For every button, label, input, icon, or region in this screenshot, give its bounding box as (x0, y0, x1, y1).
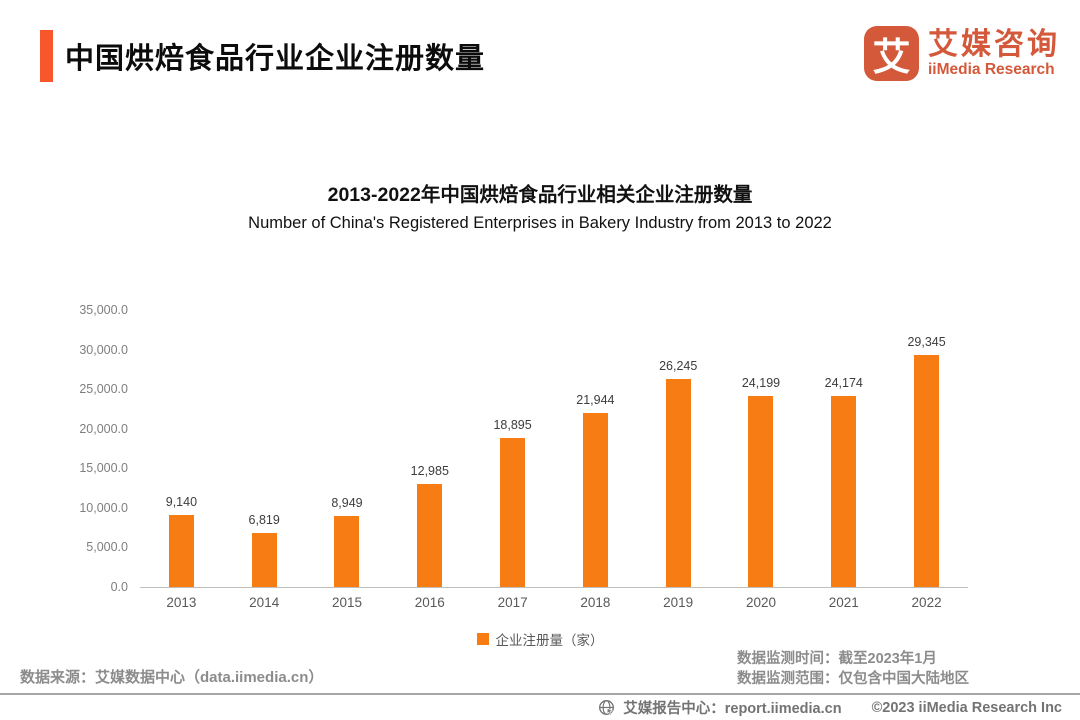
x-axis-label: 2021 (828, 595, 859, 610)
x-axis-label: 2018 (580, 595, 611, 610)
page-title: 中国烘焙食品行业企业注册数量 (65, 43, 486, 75)
iimedia-logo: 艾 艾媒咨询 iiMedia Research (864, 26, 1060, 81)
bar-value-label: 24,199 (741, 375, 781, 390)
legend-swatch (476, 633, 489, 645)
header: 中国烘焙食品行业企业注册数量 艾 艾媒咨询 iiMedia Research (40, 26, 1060, 86)
plot-area: 9,140 6,819 8,949 12,985 18,895 21,944 26,245 2… (140, 310, 968, 588)
logo-name-cn: 艾媒咨询 (928, 28, 1060, 62)
bar-column-2015: 8,949 (306, 496, 389, 587)
bar-value-label: 18,895 (493, 417, 532, 432)
bar-column-2019: 26,245 (637, 359, 720, 587)
y-tick-label: 20,000.0 (79, 421, 128, 436)
bar-value-label: 24,174 (824, 375, 863, 390)
bar-column-2018: 21,944 (554, 393, 637, 587)
bar-column-2014: 6,819 (223, 513, 306, 587)
iimedia-logo-icon: 艾 (864, 26, 919, 81)
bar (748, 395, 774, 587)
bar-value-label: 9,140 (165, 494, 198, 509)
footer-copyright: ©2023 iiMedia Research Inc (871, 699, 1062, 716)
bar-column-2021: 24,174 (802, 376, 885, 587)
y-tick-label: 35,000.0 (79, 303, 128, 317)
bar-column-2020: 24,199 (720, 375, 803, 587)
bar (831, 395, 857, 587)
chart-title: 2013-2022年中国烘焙食品行业相关企业注册数量 (327, 184, 753, 206)
bars-row: 9,140 6,819 8,949 12,985 18,895 21,944 26,245 2… (140, 310, 968, 587)
logo-text: 艾媒咨询 iiMedia Research (928, 29, 1060, 78)
x-axis-label: 2019 (663, 595, 694, 610)
footer: 艾媒报告中心：report.iimedia.cn ©2023 iiMedia R… (598, 697, 1062, 718)
x-axis-label: 2016 (414, 595, 445, 610)
bar-column-2013: 9,140 (140, 495, 223, 587)
bar-value-label: 6,819 (248, 513, 280, 527)
data-monitor-notes: 数据监测时间：截至2023年1月 数据监测范围：仅包含中国大陆地区 (737, 650, 969, 689)
bar-value-label: 8,949 (331, 496, 363, 511)
bar (251, 533, 277, 587)
bar (914, 354, 940, 587)
bar-value-label: 21,944 (576, 393, 615, 408)
bar-value-label: 12,985 (410, 464, 449, 479)
x-axis-label: 2017 (497, 595, 528, 610)
bar (417, 484, 443, 587)
bar-column-2016: 12,985 (388, 464, 471, 587)
y-axis: 0.0 5,000.0 10,000.0 15,000.0 20,000.0 25,000… (0, 303, 128, 594)
x-axis-label: 2015 (331, 595, 363, 610)
globe-cursor-icon (598, 699, 615, 716)
y-tick-label: 10,000.0 (79, 500, 128, 515)
legend-label: 企业注册量（家） (495, 633, 604, 648)
bar (582, 413, 608, 587)
monitor-scope-note: 数据监测范围：仅包含中国大陆地区 (737, 670, 969, 687)
y-tick-label: 5,000.0 (86, 540, 128, 555)
bar (168, 514, 194, 587)
bar (500, 437, 526, 587)
monitor-time-note: 数据监测时间：截至2023年1月 (737, 651, 937, 667)
title-accent-bar (40, 30, 53, 82)
x-axis-label: 2014 (249, 595, 280, 610)
footer-report-center: 艾媒报告中心：report.iimedia.cn (623, 701, 842, 717)
y-tick-label: 0.0 (110, 580, 128, 594)
x-axis-label: 2013 (166, 595, 197, 610)
chart-subtitle: Number of China's Registered Enterprises… (248, 214, 832, 232)
y-tick-label: 30,000.0 (79, 342, 128, 357)
bar-chart: 9,140 6,819 8,949 12,985 18,895 21,944 26,245 2… (0, 310, 1080, 610)
footer-divider (0, 693, 1080, 695)
bar-value-label: 26,245 (659, 359, 698, 374)
bar (334, 516, 360, 587)
x-axis-label: 2022 (911, 595, 942, 610)
bar-value-label: 29,345 (907, 334, 946, 349)
y-tick-label: 25,000.0 (79, 382, 128, 397)
data-source-note: 数据来源：艾媒数据中心（data.iimedia.cn） (20, 669, 324, 686)
y-tick-label: 15,000.0 (79, 461, 128, 476)
x-axis-label: 2020 (745, 595, 776, 610)
chart-legend: 企业注册量（家） (0, 629, 1080, 649)
bar-column-2017: 18,895 (471, 417, 554, 587)
bar (665, 379, 691, 587)
logo-name-en: iiMedia Research (928, 60, 1055, 78)
bar-column-2022: 29,345 (885, 335, 968, 587)
x-axis-labels: 2013 2014 2015 2016 2017 2018 2019 2020 2021 2022 (140, 595, 968, 610)
